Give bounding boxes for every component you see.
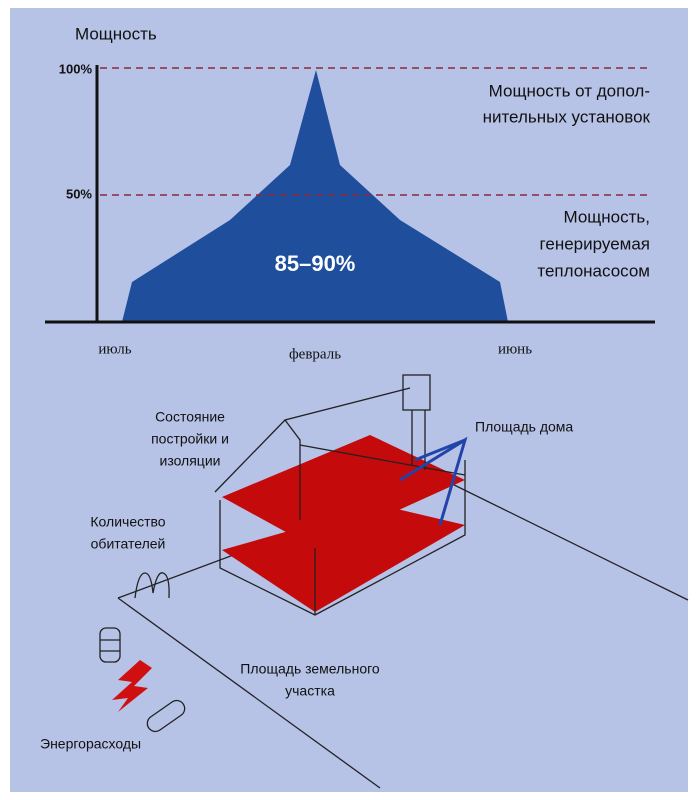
label: Площадь дома [475,419,573,435]
tick-label: 50% [66,186,92,201]
month-label: июль [98,341,131,357]
month-label: июнь [498,341,532,357]
annotation: Мощность от допол- [489,81,650,100]
house-sketch [99,374,689,789]
label: Состояние [155,409,225,425]
power-area [122,70,508,322]
background [10,8,688,792]
label: постройки и [151,431,229,447]
annotation: генерируемая [540,234,650,253]
label: Площадь земельного [240,661,380,677]
annotation: Мощность, [563,207,650,226]
label: Энергорасходы [40,736,141,752]
label: изоляции [160,453,221,469]
month-label: февраль [289,346,341,362]
y-axis-label: Мощность [75,24,157,43]
label: обитателей [91,536,166,552]
label: Количество [90,514,165,530]
annotation: нительных установок [483,107,651,126]
share-label: 85–90% [275,251,356,276]
annotation: теплонасосом [537,261,650,280]
label: участка [285,683,335,699]
tick-label: 100% [59,61,93,76]
